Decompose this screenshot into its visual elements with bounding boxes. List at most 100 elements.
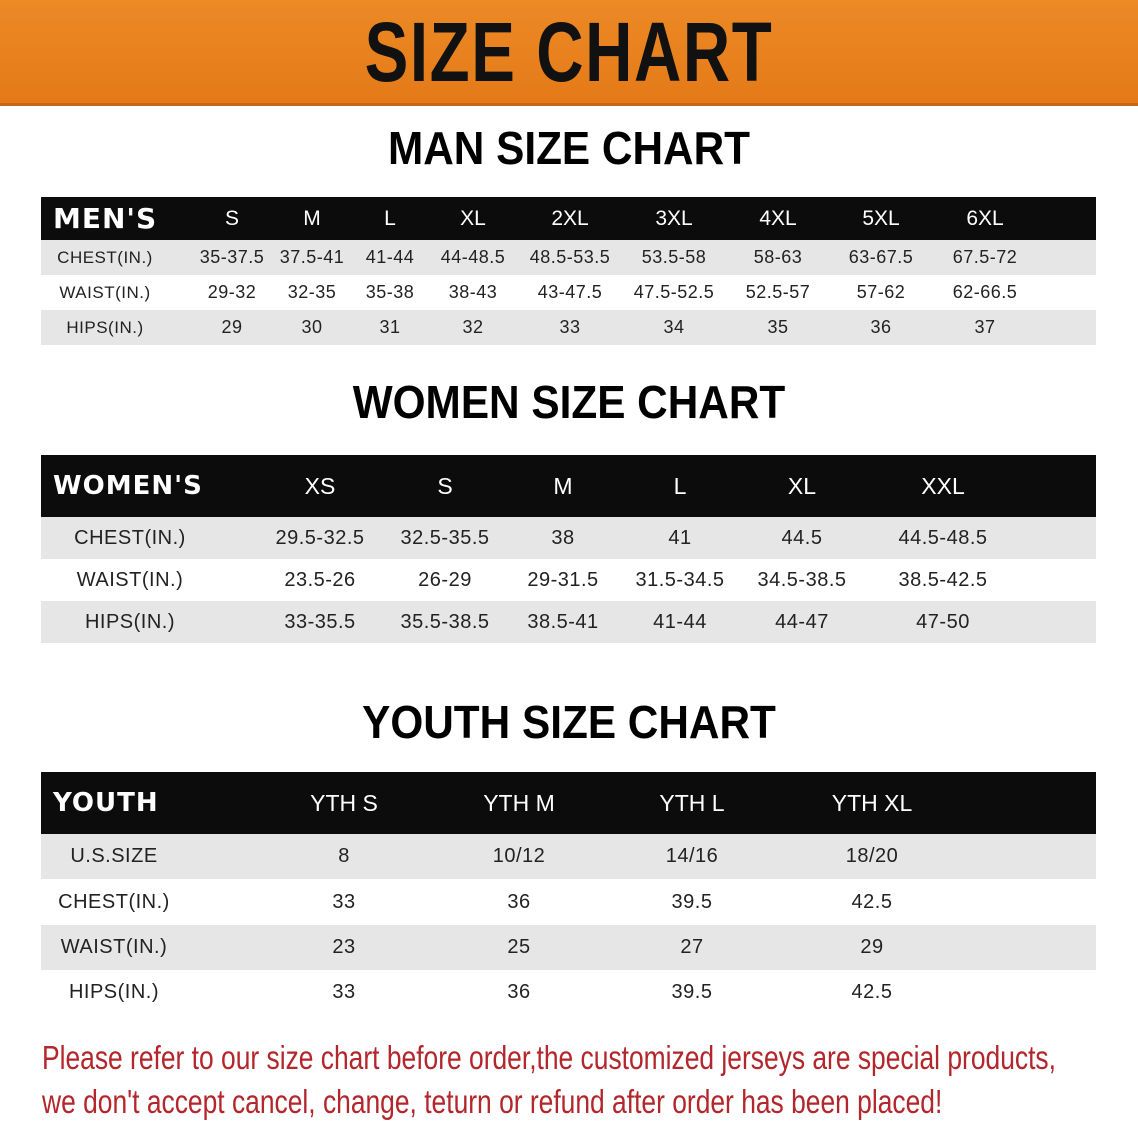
size-header: YTH S [310, 789, 378, 816]
measurement-cell: 67.5-72 [952, 247, 1018, 267]
measurement-cell: 18/20 [845, 845, 899, 867]
measurement-cell: 39.5 [671, 981, 713, 1003]
size-header: 3XL [655, 206, 693, 230]
measurement-cell: 25 [507, 936, 531, 958]
women-header-row: WOMEN'S XS S M L XL XXL [41, 455, 1096, 517]
measurement-cell: 29-31.5 [527, 568, 599, 591]
measurement-cell: 62-66.5 [952, 282, 1018, 302]
measurement-cell: 27 [680, 936, 704, 958]
notice-line-1: Please refer to our size chart before or… [42, 1039, 1056, 1076]
measurement-cell: 41 [668, 526, 692, 549]
size-header: S [224, 206, 240, 230]
size-header: M [553, 472, 573, 499]
measurement-cell: 33 [332, 890, 356, 913]
measurement-cell: 42.5 [851, 890, 893, 913]
measurement-cell: 29.5-32.5 [275, 526, 365, 549]
measurement-cell: 14/16 [665, 845, 719, 867]
women-section-title: WOMEN SIZE CHART [352, 376, 786, 428]
size-header: YTH L [659, 789, 725, 816]
row-label: HIPS(IN.) [66, 317, 144, 337]
measurement-cell: 30 [301, 317, 323, 337]
measurement-cell: 58-63 [753, 247, 803, 267]
measurement-cell: 47-50 [916, 610, 970, 633]
size-header: 2XL [551, 206, 589, 230]
measurement-cell: 32.5-35.5 [400, 526, 490, 549]
measurement-cell: 29-32 [207, 282, 257, 302]
measurement-cell: 38.5-42.5 [898, 568, 988, 591]
measurement-cell: 57-62 [856, 282, 906, 302]
measurement-cell: 38 [551, 526, 575, 549]
measurement-cell: 34 [663, 317, 685, 337]
measurement-cell: 10/12 [492, 845, 546, 867]
row-label: HIPS(IN.) [84, 610, 176, 633]
youth-header-row: YOUTH YTH S YTH M YTH L YTH XL [41, 772, 1096, 834]
row-label: CHEST(IN.) [58, 890, 170, 913]
measurement-cell: 52.5-57 [745, 282, 811, 302]
measurement-cell: 48.5-53.5 [529, 247, 611, 267]
measurement-cell: 39.5 [671, 890, 713, 913]
notice-line-2: we don't accept cancel, change, teturn o… [42, 1083, 943, 1120]
men-header-row: MEN'S S M L XL 2XL 3XL 4XL 5XL 6XL [41, 197, 1096, 240]
measurement-cell: 32 [462, 317, 484, 337]
measurement-cell: 32-35 [287, 282, 337, 302]
table-row: HIPS(IN.) 29 30 31 32 33 34 35 36 37 [41, 310, 1096, 345]
measurement-cell: 44.5-48.5 [898, 526, 988, 549]
row-label: WAIST(IN.) [60, 936, 168, 958]
size-header: XL [787, 472, 817, 499]
women-size-table: WOMEN'S XS S M L XL XXL CHEST(IN.) 29.5-32.5 32.5… [41, 455, 1096, 643]
men-header-label: MEN'S [53, 202, 158, 235]
measurement-cell: 35-37.5 [199, 247, 265, 267]
measurement-cell: 34.5-38.5 [757, 568, 847, 591]
men-section-title: MAN SIZE CHART [387, 122, 751, 174]
measurement-cell: 29 [860, 936, 884, 958]
size-header: YTH M [483, 789, 555, 816]
youth-section-title: YOUTH SIZE CHART [362, 696, 776, 748]
measurement-cell: 37 [974, 317, 996, 337]
measurement-cell: 43-47.5 [537, 282, 603, 302]
table-row: WAIST(IN.) 29-32 32-35 35-38 38-43 43-47.5 47.… [41, 275, 1096, 310]
measurement-cell: 63-67.5 [848, 247, 914, 267]
measurement-cell: 31.5-34.5 [635, 568, 725, 591]
size-header: L [384, 206, 396, 230]
table-row: CHEST(IN.) 29.5-32.5 32.5-35.5 38 41 44.5 44.5… [41, 517, 1096, 559]
youth-size-table: YOUTH YTH S YTH M YTH L YTH XL U.S.SIZE 8 10/12… [41, 772, 1096, 1015]
size-header: 6XL [966, 206, 1004, 230]
measurement-cell: 36 [507, 890, 531, 913]
table-row: CHEST(IN.) 35-37.5 37.5-41 41-44 44-48.5 48.5… [41, 240, 1096, 275]
measurement-cell: 53.5-58 [641, 247, 707, 267]
women-header-label: WOMEN'S [53, 471, 203, 501]
measurement-cell: 36 [507, 981, 531, 1003]
page-title: SIZE CHART [364, 5, 774, 99]
measurement-cell: 44-48.5 [440, 247, 506, 267]
row-label: WAIST(IN.) [59, 282, 151, 302]
measurement-cell: 33 [332, 981, 356, 1003]
measurement-cell: 35.5-38.5 [400, 610, 490, 633]
row-label: CHEST(IN.) [57, 247, 153, 267]
measurement-cell: 33-35.5 [284, 610, 356, 633]
table-row: HIPS(IN.) 33 36 39.5 42.5 [41, 970, 1096, 1015]
measurement-cell: 44-47 [775, 610, 829, 633]
measurement-cell: 35 [767, 317, 789, 337]
size-header: YTH XL [831, 789, 913, 816]
youth-header-label: YOUTH [53, 788, 159, 818]
row-label: WAIST(IN.) [76, 568, 184, 591]
table-row: WAIST(IN.) 23 25 27 29 [41, 925, 1096, 970]
size-header: XS [304, 472, 336, 499]
men-size-table: MEN'S S M L XL 2XL 3XL 4XL 5XL 6XL CHEST(IN.) 35-37… [41, 197, 1096, 345]
size-header: 4XL [759, 206, 797, 230]
measurement-cell: 35-38 [365, 282, 415, 302]
measurement-cell: 47.5-52.5 [633, 282, 715, 302]
table-row: HIPS(IN.) 33-35.5 35.5-38.5 38.5-41 41-44 44-… [41, 601, 1096, 643]
row-label: HIPS(IN.) [68, 981, 160, 1003]
measurement-cell: 33 [559, 317, 581, 337]
row-label: U.S.SIZE [70, 845, 158, 867]
table-row: WAIST(IN.) 23.5-26 26-29 29-31.5 31.5-34.5 34… [41, 559, 1096, 601]
measurement-cell: 38.5-41 [527, 610, 599, 633]
size-header: XXL [921, 472, 965, 499]
measurement-cell: 44.5 [781, 526, 823, 549]
measurement-cell: 23 [332, 936, 356, 958]
measurement-cell: 8 [338, 845, 350, 867]
measurement-cell: 37.5-41 [279, 247, 345, 267]
title-banner [0, 0, 1138, 106]
measurement-cell: 41-44 [365, 247, 415, 267]
